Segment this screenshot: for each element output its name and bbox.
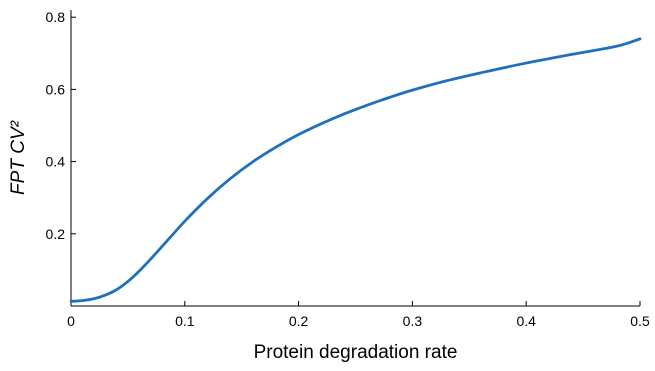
y-ticks: 0.2 0.4 0.6 0.8 xyxy=(46,9,76,242)
x-ticks: 0 0.1 0.2 0.3 0.4 0.5 xyxy=(67,301,650,329)
y-tick-label: 0.4 xyxy=(46,154,66,170)
x-tick-label: 0.4 xyxy=(516,313,536,329)
x-tick-label: 0.3 xyxy=(403,313,423,329)
y-tick-label: 0.6 xyxy=(46,81,66,97)
x-tick-label: 0 xyxy=(67,313,75,329)
x-tick-label: 0.1 xyxy=(175,313,195,329)
x-tick-label: 0.5 xyxy=(630,313,650,329)
y-axis-label: FPT CV² xyxy=(8,120,29,195)
x-axis-label: Protein degradation rate xyxy=(254,342,458,363)
y-tick-label: 0.8 xyxy=(46,9,66,25)
x-tick-label: 0.2 xyxy=(289,313,309,329)
series-line xyxy=(69,37,642,303)
y-tick-label: 0.2 xyxy=(46,226,66,242)
